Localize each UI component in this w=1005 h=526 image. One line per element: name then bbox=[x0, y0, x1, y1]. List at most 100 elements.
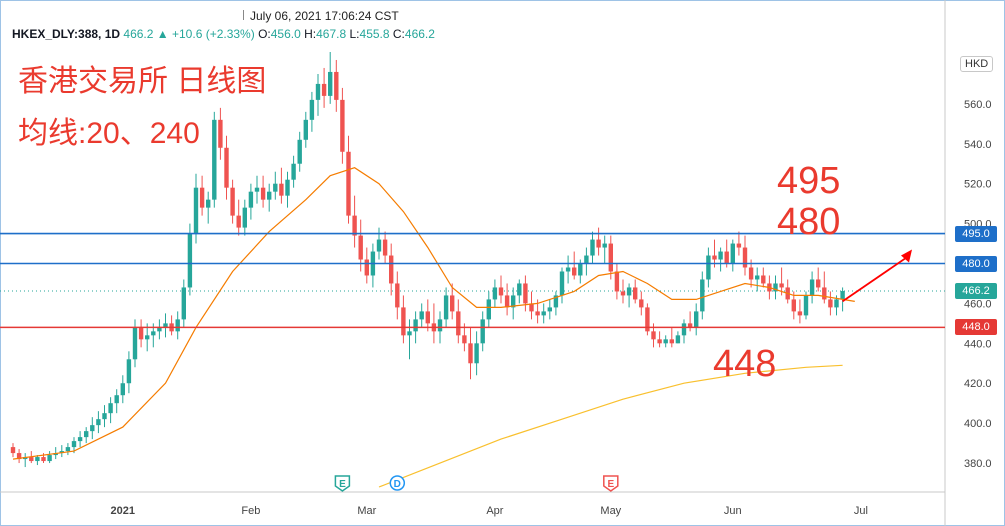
candle-body bbox=[242, 207, 247, 228]
high-value: 467.8 bbox=[316, 27, 347, 41]
candle-body bbox=[157, 327, 162, 332]
candle-body bbox=[797, 311, 803, 316]
candle-body bbox=[340, 99, 345, 152]
chart-note-title: 香港交易所 日线图 bbox=[18, 65, 267, 98]
up-arrow-icon: ▲ bbox=[156, 27, 169, 41]
candle-body bbox=[553, 295, 559, 308]
event-marker-label: E bbox=[607, 479, 614, 490]
candle-body bbox=[651, 331, 656, 340]
candle-body bbox=[419, 311, 424, 320]
candle-body bbox=[29, 457, 34, 462]
candle-body bbox=[596, 239, 601, 248]
candle-body bbox=[84, 431, 89, 438]
candle-body bbox=[437, 319, 443, 332]
ohlc-legend: HKEX_DLY:388, 1D 466.2 ▲ +10.6 (+2.33%) … bbox=[12, 27, 435, 41]
low-label: L: bbox=[349, 27, 360, 41]
candle-body bbox=[114, 395, 119, 404]
x-tick-label: Mar bbox=[357, 505, 376, 517]
y-tick-label: 420.0 bbox=[964, 378, 992, 390]
trend-arrow-line bbox=[841, 255, 909, 303]
candle-body bbox=[803, 295, 809, 316]
high-label: H: bbox=[304, 27, 317, 41]
candle-body bbox=[809, 279, 815, 296]
candle-body bbox=[748, 267, 754, 280]
price-tag: 480.0 bbox=[955, 255, 997, 272]
candle-body bbox=[529, 303, 534, 312]
candle-body bbox=[456, 311, 461, 336]
candle-body bbox=[565, 267, 571, 272]
candle-body bbox=[614, 271, 620, 292]
candle-body bbox=[120, 383, 125, 396]
candle-body bbox=[700, 279, 705, 312]
candle-body bbox=[315, 83, 321, 100]
candle-body bbox=[212, 119, 217, 200]
candle-body bbox=[126, 359, 132, 384]
candle-body bbox=[321, 83, 327, 96]
candle-body bbox=[535, 311, 540, 316]
earnings-marker-icon bbox=[603, 475, 619, 492]
candle-body bbox=[840, 291, 845, 300]
y-tick-label: 380.0 bbox=[964, 458, 992, 470]
candle-body bbox=[712, 255, 717, 260]
candle-body bbox=[199, 187, 205, 208]
candle-body bbox=[724, 251, 729, 264]
candle-body bbox=[273, 183, 278, 192]
candle-body bbox=[523, 283, 528, 304]
level-495-label: 495 bbox=[777, 160, 841, 202]
candle-body bbox=[517, 283, 522, 296]
y-tick-label: 540.0 bbox=[964, 139, 992, 151]
candle-body bbox=[303, 119, 308, 140]
last-price: 466.2 bbox=[123, 27, 154, 41]
candle-body bbox=[462, 335, 467, 344]
currency-badge[interactable]: HKD bbox=[960, 56, 994, 72]
candle-body bbox=[663, 339, 668, 344]
trend-arrow-head-icon bbox=[901, 249, 912, 263]
y-tick-label: 520.0 bbox=[964, 179, 992, 191]
candle-body bbox=[425, 311, 430, 324]
ma20-line bbox=[12, 167, 855, 460]
candle-body bbox=[468, 343, 473, 364]
y-tick-label: 560.0 bbox=[964, 99, 992, 111]
candle-body bbox=[254, 187, 260, 192]
candle-body bbox=[559, 271, 565, 296]
crosshair-tick bbox=[243, 10, 244, 20]
candle-body bbox=[224, 147, 229, 188]
candle-body bbox=[65, 447, 71, 452]
candle-body bbox=[541, 311, 546, 316]
candle-body bbox=[364, 259, 369, 276]
price-tag: 448.0 bbox=[955, 319, 997, 336]
candle-body bbox=[376, 239, 382, 252]
x-tick-label: Jul bbox=[854, 505, 868, 517]
candle-body bbox=[47, 455, 52, 462]
candle-body bbox=[181, 287, 186, 320]
candle-body bbox=[657, 339, 662, 344]
candle-body bbox=[230, 187, 235, 216]
candle-body bbox=[151, 331, 156, 336]
candle-body bbox=[547, 307, 552, 312]
candle-body bbox=[681, 323, 687, 336]
candle-body bbox=[486, 299, 491, 320]
candle-body bbox=[297, 139, 302, 164]
candle-body bbox=[822, 287, 827, 300]
ma240-line bbox=[378, 364, 843, 488]
x-tick-label: Jun bbox=[724, 505, 742, 517]
low-value: 455.8 bbox=[359, 27, 390, 41]
candle-body bbox=[608, 243, 613, 272]
open-value: 456.0 bbox=[270, 27, 301, 41]
level-480-label: 480 bbox=[777, 201, 841, 243]
candle-body bbox=[578, 263, 583, 276]
candle-body bbox=[236, 215, 241, 228]
candle-body bbox=[730, 243, 735, 264]
candle-body bbox=[285, 179, 290, 196]
candle-body bbox=[584, 255, 589, 264]
candle-body bbox=[791, 299, 796, 312]
close-label: C: bbox=[392, 27, 405, 41]
level-448-label: 448 bbox=[713, 343, 777, 385]
candle-body bbox=[620, 291, 626, 296]
x-tick-label: Apr bbox=[486, 505, 503, 517]
candle-body bbox=[132, 327, 138, 360]
candle-body bbox=[639, 299, 644, 308]
candle-body bbox=[108, 403, 113, 414]
y-tick-label: 400.0 bbox=[964, 418, 992, 430]
